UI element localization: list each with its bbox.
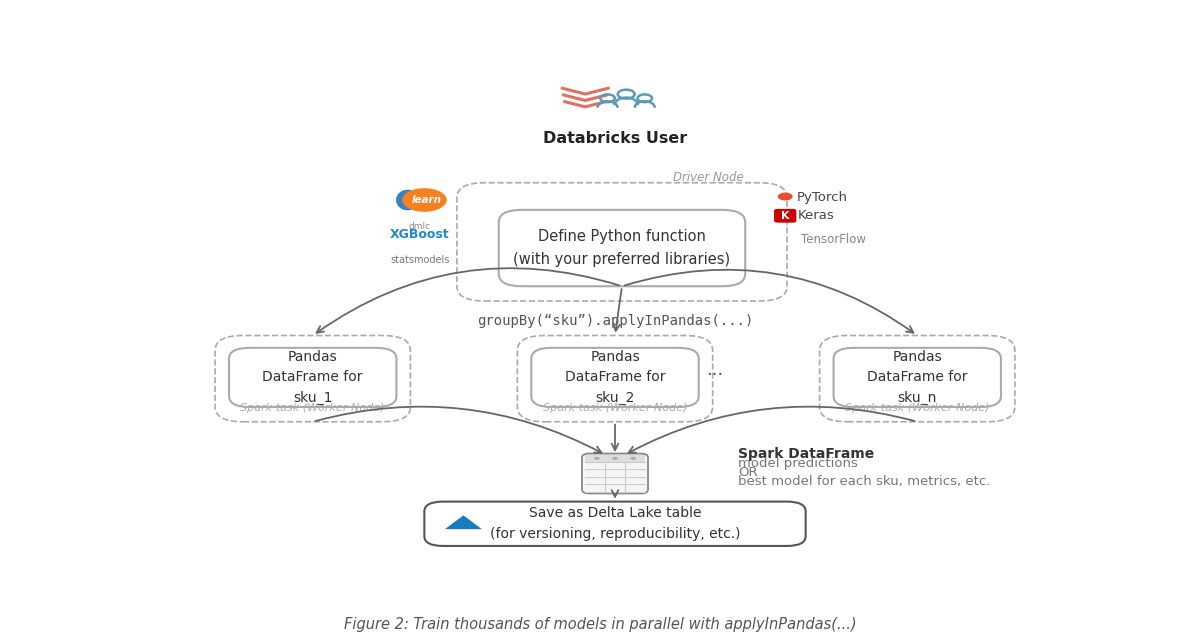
Text: OR: OR xyxy=(738,466,757,479)
Text: ···: ··· xyxy=(706,366,724,384)
FancyBboxPatch shape xyxy=(834,348,1001,407)
Circle shape xyxy=(612,457,618,460)
Circle shape xyxy=(630,457,636,460)
Text: learn: learn xyxy=(412,195,442,205)
Text: PyTorch: PyTorch xyxy=(797,191,847,204)
FancyBboxPatch shape xyxy=(499,210,745,286)
Polygon shape xyxy=(445,515,482,529)
Text: groupBy(“sku”).applyInPandas(...): groupBy(“sku”).applyInPandas(...) xyxy=(476,314,754,328)
Text: Spark DataFrame: Spark DataFrame xyxy=(738,447,874,461)
Text: Pandas
DataFrame for
sku_1: Pandas DataFrame for sku_1 xyxy=(263,349,364,405)
Ellipse shape xyxy=(402,188,446,212)
Text: Spark task (Worker Node): Spark task (Worker Node) xyxy=(845,403,990,413)
Ellipse shape xyxy=(396,189,419,211)
Text: model predictions: model predictions xyxy=(738,457,858,470)
Circle shape xyxy=(594,457,600,460)
FancyBboxPatch shape xyxy=(425,502,805,546)
Text: Keras: Keras xyxy=(798,209,835,222)
Text: Figure 2: Train thousands of models in parallel with applyInPandas(...): Figure 2: Train thousands of models in p… xyxy=(343,618,857,632)
FancyBboxPatch shape xyxy=(532,348,698,407)
Text: statsmodels: statsmodels xyxy=(390,255,449,265)
Text: XGBoost: XGBoost xyxy=(390,228,450,241)
Text: Pandas
DataFrame for
sku_2: Pandas DataFrame for sku_2 xyxy=(565,349,665,405)
Text: Spark task (Worker Node): Spark task (Worker Node) xyxy=(240,403,385,413)
Text: K: K xyxy=(781,211,790,221)
Text: Save as Delta Lake table
(for versioning, reproducibility, etc.): Save as Delta Lake table (for versioning… xyxy=(490,506,740,541)
Text: Define Python function
(with your preferred libraries): Define Python function (with your prefer… xyxy=(514,230,731,267)
Text: Pandas
DataFrame for
sku_n: Pandas DataFrame for sku_n xyxy=(866,349,967,405)
Text: Databricks User: Databricks User xyxy=(542,131,688,146)
Text: Driver Node: Driver Node xyxy=(673,172,743,184)
Text: Spark task (Worker Node): Spark task (Worker Node) xyxy=(542,403,688,413)
FancyBboxPatch shape xyxy=(774,209,797,223)
Bar xyxy=(584,455,646,461)
Text: best model for each sku, metrics, etc.: best model for each sku, metrics, etc. xyxy=(738,475,990,488)
Text: TensorFlow: TensorFlow xyxy=(802,233,866,246)
FancyBboxPatch shape xyxy=(582,454,648,493)
Text: dmlc: dmlc xyxy=(409,221,431,230)
FancyBboxPatch shape xyxy=(229,348,396,407)
Circle shape xyxy=(778,193,793,200)
